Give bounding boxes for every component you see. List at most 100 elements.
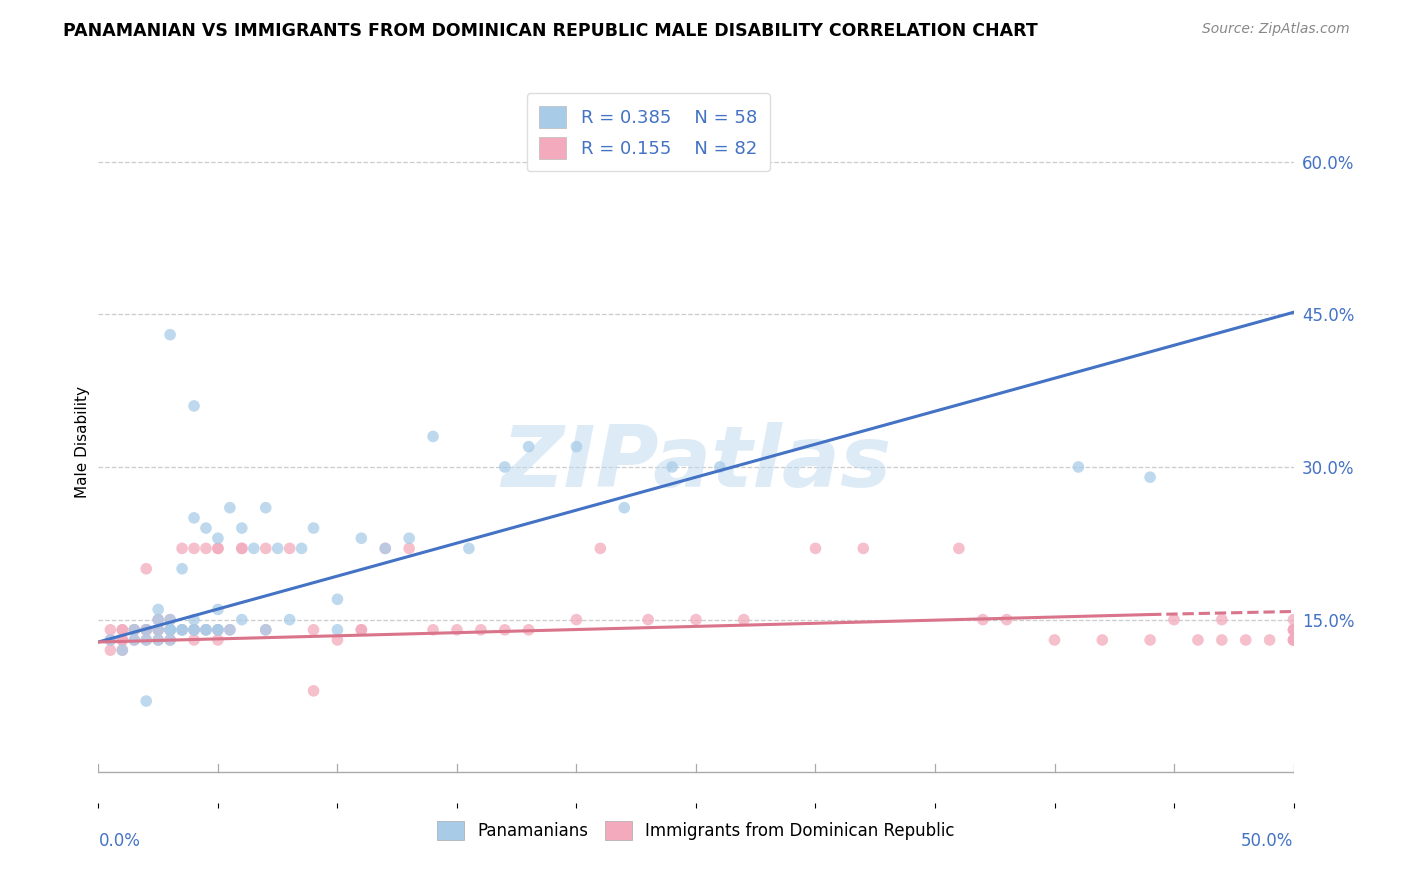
Point <box>159 623 181 637</box>
Point <box>995 613 1018 627</box>
Point <box>458 541 481 556</box>
Point <box>278 613 301 627</box>
Point <box>302 521 325 535</box>
Point <box>685 613 707 627</box>
Point <box>207 602 229 616</box>
Point <box>135 623 157 637</box>
Point <box>231 521 253 535</box>
Text: 50.0%: 50.0% <box>1241 831 1294 850</box>
Point <box>1211 613 1233 627</box>
Point <box>111 623 134 637</box>
Point <box>159 623 181 637</box>
Point <box>135 623 157 637</box>
Point <box>350 531 373 545</box>
Point <box>733 613 755 627</box>
Point <box>135 632 157 647</box>
Point <box>231 541 253 556</box>
Point <box>254 541 277 556</box>
Point <box>172 562 194 576</box>
Point <box>111 643 134 657</box>
Point <box>1282 623 1305 637</box>
Point <box>159 613 181 627</box>
Point <box>159 632 181 647</box>
Point <box>243 541 266 556</box>
Point <box>207 623 229 637</box>
Point <box>98 623 122 637</box>
Text: Source: ZipAtlas.com: Source: ZipAtlas.com <box>1202 22 1350 37</box>
Point <box>302 684 325 698</box>
Point <box>135 632 157 647</box>
Point <box>207 541 229 556</box>
Point <box>148 632 170 647</box>
Point <box>637 613 659 627</box>
Point <box>267 541 290 556</box>
Point <box>1282 632 1305 647</box>
Point <box>302 623 325 637</box>
Point <box>1282 623 1305 637</box>
Point <box>326 632 349 647</box>
Point <box>517 623 540 637</box>
Point <box>111 643 134 657</box>
Point <box>159 623 181 637</box>
Point <box>589 541 612 556</box>
Point <box>1163 613 1185 627</box>
Point <box>1067 460 1090 475</box>
Point <box>148 623 170 637</box>
Point <box>135 623 157 637</box>
Point <box>111 623 134 637</box>
Point <box>135 694 157 708</box>
Point <box>1282 632 1305 647</box>
Point <box>494 460 516 475</box>
Point <box>1139 632 1161 647</box>
Point <box>1139 470 1161 484</box>
Point <box>195 623 218 637</box>
Point <box>195 623 218 637</box>
Point <box>948 541 970 556</box>
Point <box>1282 623 1305 637</box>
Point <box>148 623 170 637</box>
Point <box>98 632 122 647</box>
Point <box>183 623 205 637</box>
Point <box>219 623 242 637</box>
Point <box>159 623 181 637</box>
Point <box>661 460 683 475</box>
Point <box>709 460 731 475</box>
Point <box>1234 632 1257 647</box>
Text: 0.0%: 0.0% <box>98 831 141 850</box>
Y-axis label: Male Disability: Male Disability <box>75 385 90 498</box>
Point <box>1187 632 1209 647</box>
Point <box>219 500 242 515</box>
Point <box>195 541 218 556</box>
Point <box>135 562 157 576</box>
Point <box>254 500 277 515</box>
Point <box>291 541 314 556</box>
Text: ZIPatlas: ZIPatlas <box>501 422 891 505</box>
Point <box>972 613 994 627</box>
Point <box>231 541 253 556</box>
Point <box>183 613 205 627</box>
Point <box>1043 632 1066 647</box>
Point <box>398 531 420 545</box>
Point <box>183 623 205 637</box>
Point <box>254 623 277 637</box>
Point <box>124 632 146 647</box>
Point <box>148 632 170 647</box>
Point <box>207 531 229 545</box>
Point <box>183 623 205 637</box>
Point <box>852 541 875 556</box>
Point <box>326 592 349 607</box>
Point <box>124 623 146 637</box>
Point <box>111 632 134 647</box>
Point <box>159 623 181 637</box>
Point <box>494 623 516 637</box>
Point <box>1258 632 1281 647</box>
Point <box>446 623 468 637</box>
Point <box>1091 632 1114 647</box>
Point <box>159 632 181 647</box>
Point <box>172 623 194 637</box>
Point <box>207 541 229 556</box>
Point <box>135 623 157 637</box>
Point <box>254 623 277 637</box>
Point <box>517 440 540 454</box>
Point <box>148 623 170 637</box>
